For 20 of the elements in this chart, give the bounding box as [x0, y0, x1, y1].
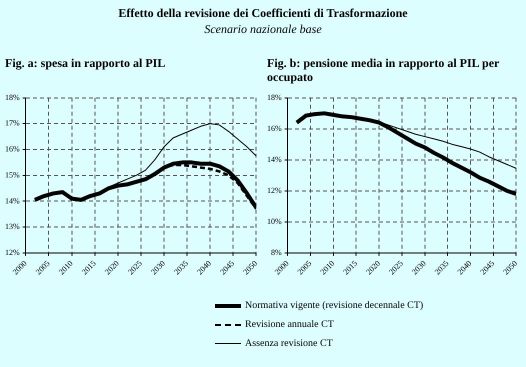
- y-tick-label: 12%: [4, 248, 20, 257]
- chart-title: Fig. a: spesa in rapporto al PIL: [5, 56, 166, 70]
- y-tick-label: 13%: [4, 222, 20, 232]
- legend-label: Revisione annuale CT: [245, 319, 334, 330]
- y-tick-label: 18%: [4, 92, 20, 102]
- y-tick-label: 16%: [4, 144, 20, 154]
- y-tick-label: 14%: [4, 196, 20, 206]
- chart-title: Fig. b: pensione media in rapporto al PIL per occupato: [267, 56, 500, 84]
- y-tick-label: 17%: [4, 118, 20, 128]
- y-tick-label: 16%: [266, 124, 282, 133]
- y-tick-label: 14%: [266, 154, 282, 164]
- y-tick-label: 12%: [266, 186, 282, 195]
- y-tick-label: 10%: [266, 216, 282, 226]
- legend-label: Assenza revisione CT: [245, 338, 333, 349]
- y-tick-label: 15%: [4, 170, 20, 180]
- legend-label: Normativa vigente (revisione decennale CT): [245, 300, 424, 311]
- y-tick-label: 18%: [266, 92, 282, 102]
- y-tick-label: 8%: [270, 248, 282, 257]
- text: Effetto della revisione dei Coefficienti di Trasformazione: [117, 6, 409, 21]
- text: Scenario nazionale base: [203, 22, 323, 37]
